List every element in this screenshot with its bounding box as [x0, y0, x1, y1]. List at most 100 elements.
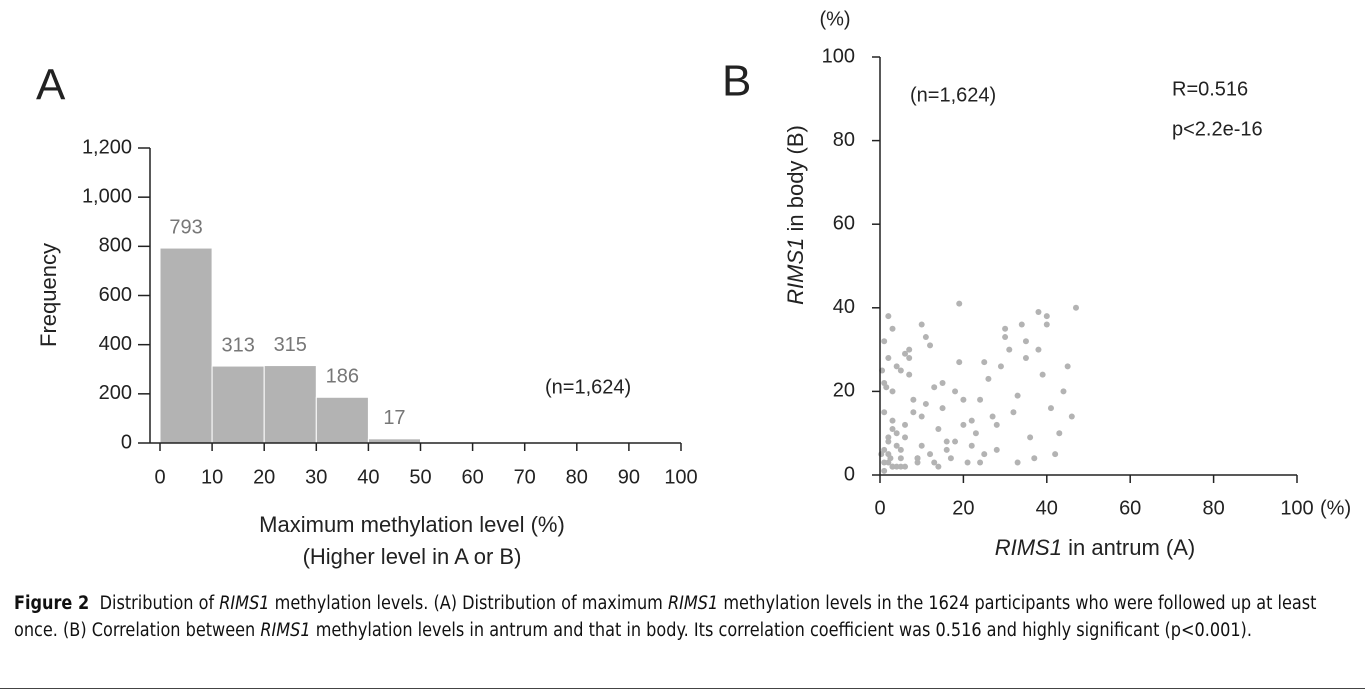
point	[885, 354, 892, 361]
point	[968, 417, 975, 424]
point	[1039, 371, 1046, 378]
y-tick-label: 0	[844, 463, 855, 485]
caption-label: Figure 2	[14, 593, 90, 614]
caption-text: RIMS1	[260, 620, 311, 641]
point	[902, 350, 909, 357]
x-unit: (%)	[1320, 497, 1351, 519]
y-tick-label: 200	[99, 382, 132, 404]
caption-text: RIMS1	[667, 593, 719, 614]
point	[947, 455, 954, 462]
y-tick-label: 20	[833, 380, 855, 402]
point	[881, 409, 888, 416]
point	[968, 442, 975, 449]
x-tick-label: 100	[1280, 497, 1313, 519]
y-tick-label: 40	[833, 296, 855, 318]
point	[906, 354, 913, 361]
annotation: p<2.2e-16	[1172, 118, 1263, 140]
data-label: 186	[326, 366, 359, 388]
point	[893, 363, 900, 370]
point	[993, 421, 1000, 428]
point	[931, 459, 938, 466]
point	[914, 455, 921, 462]
label-part: RIMS1	[995, 535, 1062, 560]
annotation: R=0.516	[1172, 78, 1248, 100]
point	[981, 451, 988, 458]
point	[897, 446, 904, 453]
x-tick-label: 60	[1119, 497, 1141, 519]
x-tick-label: 80	[566, 466, 588, 488]
y-tick-label: 600	[99, 284, 132, 306]
point	[997, 363, 1004, 370]
x-tick-label: 10	[201, 466, 223, 488]
x-tick-label: 40	[357, 466, 379, 488]
point	[918, 413, 925, 420]
caption: Figure 2 Distribution of RIMS1 methylatio…	[14, 590, 1354, 644]
point	[927, 451, 934, 458]
point	[914, 459, 921, 466]
point	[885, 438, 892, 445]
point	[1018, 321, 1025, 328]
point	[906, 371, 913, 378]
point	[889, 463, 896, 470]
data-label: 17	[383, 407, 405, 429]
x-tick-label: 60	[461, 466, 483, 488]
point	[943, 438, 950, 445]
label-part: in body (B)	[783, 125, 808, 238]
x-tick-label: 100	[664, 466, 697, 488]
annotation: (n=1,624)	[545, 376, 631, 398]
data-label: 315	[274, 334, 307, 356]
point	[883, 384, 890, 391]
point	[910, 396, 917, 403]
point	[1022, 354, 1029, 361]
point	[956, 300, 963, 307]
x-tick-label: 90	[618, 466, 640, 488]
point	[902, 434, 909, 441]
bar	[211, 365, 265, 444]
caption-text: Distribution of	[99, 593, 220, 614]
point	[902, 463, 909, 470]
point	[1002, 325, 1009, 332]
point	[878, 451, 885, 458]
point	[897, 463, 904, 470]
point	[881, 467, 888, 474]
point	[1072, 304, 1079, 311]
point	[897, 455, 904, 462]
y-tick-label: 60	[833, 212, 855, 234]
x-axis-label: Maximum methylation level (%)	[259, 512, 565, 537]
point	[1064, 363, 1071, 370]
point	[918, 321, 925, 328]
point	[989, 413, 996, 420]
point	[964, 459, 971, 466]
y-axis-label: Frequency	[36, 243, 61, 347]
point	[1060, 388, 1067, 395]
point	[1002, 334, 1009, 341]
point	[977, 459, 984, 466]
y-tick-label: 100	[822, 45, 855, 67]
point	[985, 375, 992, 382]
point	[1043, 321, 1050, 328]
point	[893, 442, 900, 449]
point	[952, 388, 959, 395]
y-tick-label: 800	[99, 235, 132, 257]
caption-text: RIMS1	[219, 593, 270, 614]
point	[993, 446, 1000, 453]
y-tick-label: 1,200	[82, 136, 132, 158]
point	[952, 438, 959, 445]
point	[935, 463, 942, 470]
point	[943, 446, 950, 453]
point	[893, 430, 900, 437]
x-tick-label: 20	[253, 466, 275, 488]
point	[881, 459, 888, 466]
point	[897, 367, 904, 374]
point	[1014, 392, 1021, 399]
point	[881, 446, 888, 453]
point	[1006, 346, 1013, 353]
x-tick-label: 40	[1036, 497, 1058, 519]
point	[1068, 413, 1075, 420]
point	[889, 325, 896, 332]
rule	[0, 688, 1365, 689]
point	[1052, 451, 1059, 458]
bar	[159, 247, 213, 444]
